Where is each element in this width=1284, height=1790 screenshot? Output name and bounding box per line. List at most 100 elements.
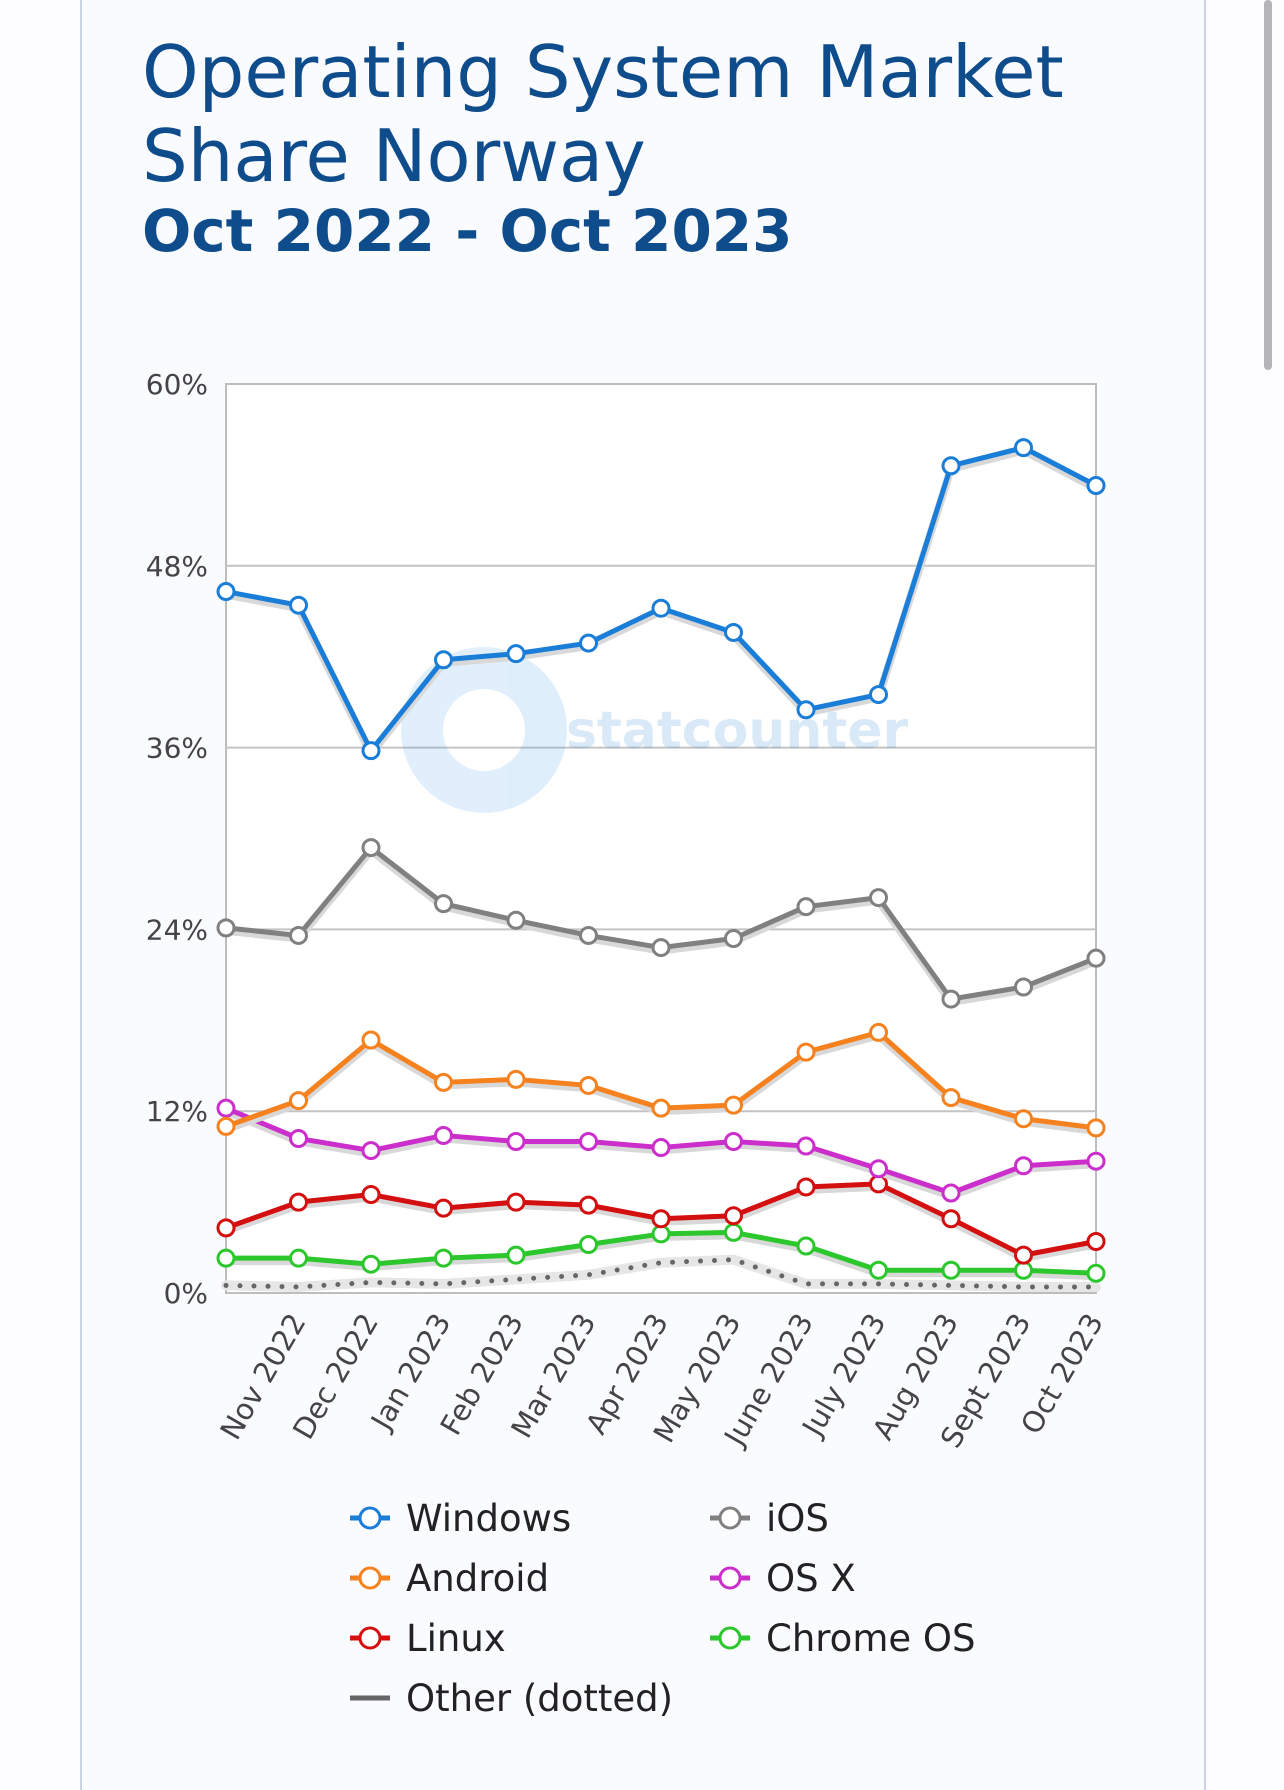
- legend-item[interactable]: iOS: [708, 1493, 829, 1543]
- data-point-android: [941, 1088, 961, 1108]
- legend-marker-icon: [350, 1506, 390, 1530]
- data-point-ios: [651, 938, 671, 958]
- data-point-linux: [796, 1177, 816, 1197]
- data-point-android: [796, 1042, 816, 1062]
- data-point-android: [651, 1098, 671, 1118]
- legend-label: OS X: [766, 1556, 856, 1600]
- legend-marker-icon: [350, 1695, 390, 1701]
- data-point-ios: [724, 928, 743, 948]
- legend-item[interactable]: Linux: [348, 1613, 506, 1663]
- data-point-linux: [1086, 1231, 1106, 1251]
- data-point-os-x: [724, 1132, 743, 1151]
- data-point-ios: [1014, 977, 1033, 997]
- page-title: Operating System Market Share Norway: [142, 30, 1064, 198]
- legend-item[interactable]: Android: [348, 1553, 549, 1603]
- data-point-os-x: [216, 1098, 236, 1118]
- data-point-linux: [724, 1206, 743, 1226]
- data-point-windows: [361, 741, 381, 761]
- data-point-android: [506, 1069, 526, 1089]
- data-point-android: [434, 1072, 453, 1092]
- y-tick-label: 48%: [146, 550, 208, 583]
- data-point-windows: [1014, 438, 1033, 458]
- data-point-ios: [506, 910, 526, 930]
- data-point-ios: [434, 894, 453, 914]
- data-point-linux: [216, 1218, 236, 1238]
- data-point-android: [361, 1030, 381, 1050]
- legend-marker-icon: [350, 1626, 390, 1650]
- data-point-ios: [1086, 948, 1106, 968]
- data-point-os-x: [434, 1125, 453, 1145]
- data-point-windows: [796, 700, 816, 720]
- data-point-os-x: [651, 1138, 671, 1158]
- data-point-os-x: [579, 1132, 598, 1151]
- data-point-windows: [289, 595, 308, 615]
- data-point-ios: [941, 989, 961, 1009]
- legend-label: Linux: [406, 1616, 506, 1660]
- data-point-ios: [869, 888, 888, 908]
- data-point-android: [216, 1116, 236, 1136]
- legend-item[interactable]: Other (dotted): [348, 1673, 673, 1723]
- data-point-ios: [289, 925, 308, 945]
- legend-item[interactable]: Chrome OS: [708, 1613, 976, 1663]
- data-point-windows: [579, 633, 598, 653]
- data-point-linux: [651, 1209, 671, 1229]
- data-point-windows: [941, 456, 961, 476]
- data-point-chrome-os: [1014, 1260, 1033, 1280]
- data-point-os-x: [1086, 1151, 1106, 1171]
- data-point-windows: [651, 598, 671, 618]
- data-point-chrome-os: [216, 1248, 236, 1268]
- data-point-android: [579, 1075, 598, 1095]
- scrollbar[interactable]: [1264, 0, 1272, 370]
- data-point-android: [869, 1022, 888, 1042]
- data-point-windows: [506, 644, 526, 664]
- data-point-chrome-os: [651, 1224, 671, 1244]
- data-point-chrome-os: [796, 1236, 816, 1256]
- data-point-os-x: [289, 1128, 308, 1148]
- y-tick-label: 60%: [146, 368, 208, 401]
- data-point-ios: [796, 897, 816, 917]
- data-point-chrome-os: [869, 1260, 888, 1280]
- data-point-ios: [579, 925, 598, 945]
- data-point-chrome-os: [506, 1245, 526, 1265]
- data-point-os-x: [796, 1136, 816, 1156]
- legend-label: Chrome OS: [766, 1616, 976, 1660]
- watermark-text: statcounter: [566, 701, 908, 761]
- data-point-chrome-os: [1086, 1263, 1106, 1283]
- legend-item[interactable]: OS X: [708, 1553, 856, 1603]
- data-point-os-x: [1014, 1156, 1033, 1176]
- data-point-linux: [579, 1195, 598, 1215]
- legend-marker-icon: [710, 1626, 750, 1650]
- data-point-ios: [361, 838, 381, 858]
- statcounter-watermark: statcounter: [401, 647, 908, 813]
- data-point-chrome-os: [361, 1254, 381, 1274]
- legend-label: Other (dotted): [406, 1676, 674, 1720]
- page-subtitle: Oct 2022 - Oct 2023: [142, 197, 793, 265]
- legend-item[interactable]: Windows: [348, 1493, 571, 1543]
- data-point-os-x: [361, 1141, 381, 1161]
- data-point-linux: [361, 1185, 381, 1205]
- data-point-android: [1014, 1109, 1033, 1129]
- data-point-linux: [1014, 1245, 1033, 1265]
- data-point-windows: [434, 650, 453, 670]
- data-point-linux: [941, 1209, 961, 1229]
- data-point-android: [724, 1095, 743, 1115]
- data-point-linux: [289, 1192, 308, 1212]
- legend-label: Windows: [406, 1496, 572, 1540]
- data-point-chrome-os: [289, 1248, 308, 1268]
- y-tick-label: 36%: [146, 732, 208, 765]
- data-point-windows: [724, 622, 743, 642]
- y-tick-label: 24%: [146, 913, 208, 946]
- y-tick-label: 0%: [164, 1277, 208, 1310]
- legend-label: iOS: [766, 1496, 829, 1540]
- legend-marker-icon: [350, 1566, 390, 1590]
- watermark-logo: [401, 647, 567, 813]
- y-tick-label: 12%: [146, 1095, 208, 1128]
- data-point-linux: [506, 1192, 526, 1212]
- data-point-android: [1086, 1118, 1106, 1138]
- data-point-windows: [1086, 476, 1106, 496]
- data-point-chrome-os: [724, 1222, 743, 1242]
- data-point-windows: [216, 582, 236, 602]
- series-line-other: [223, 1257, 1099, 1290]
- data-point-os-x: [941, 1183, 961, 1203]
- data-point-chrome-os: [434, 1248, 453, 1268]
